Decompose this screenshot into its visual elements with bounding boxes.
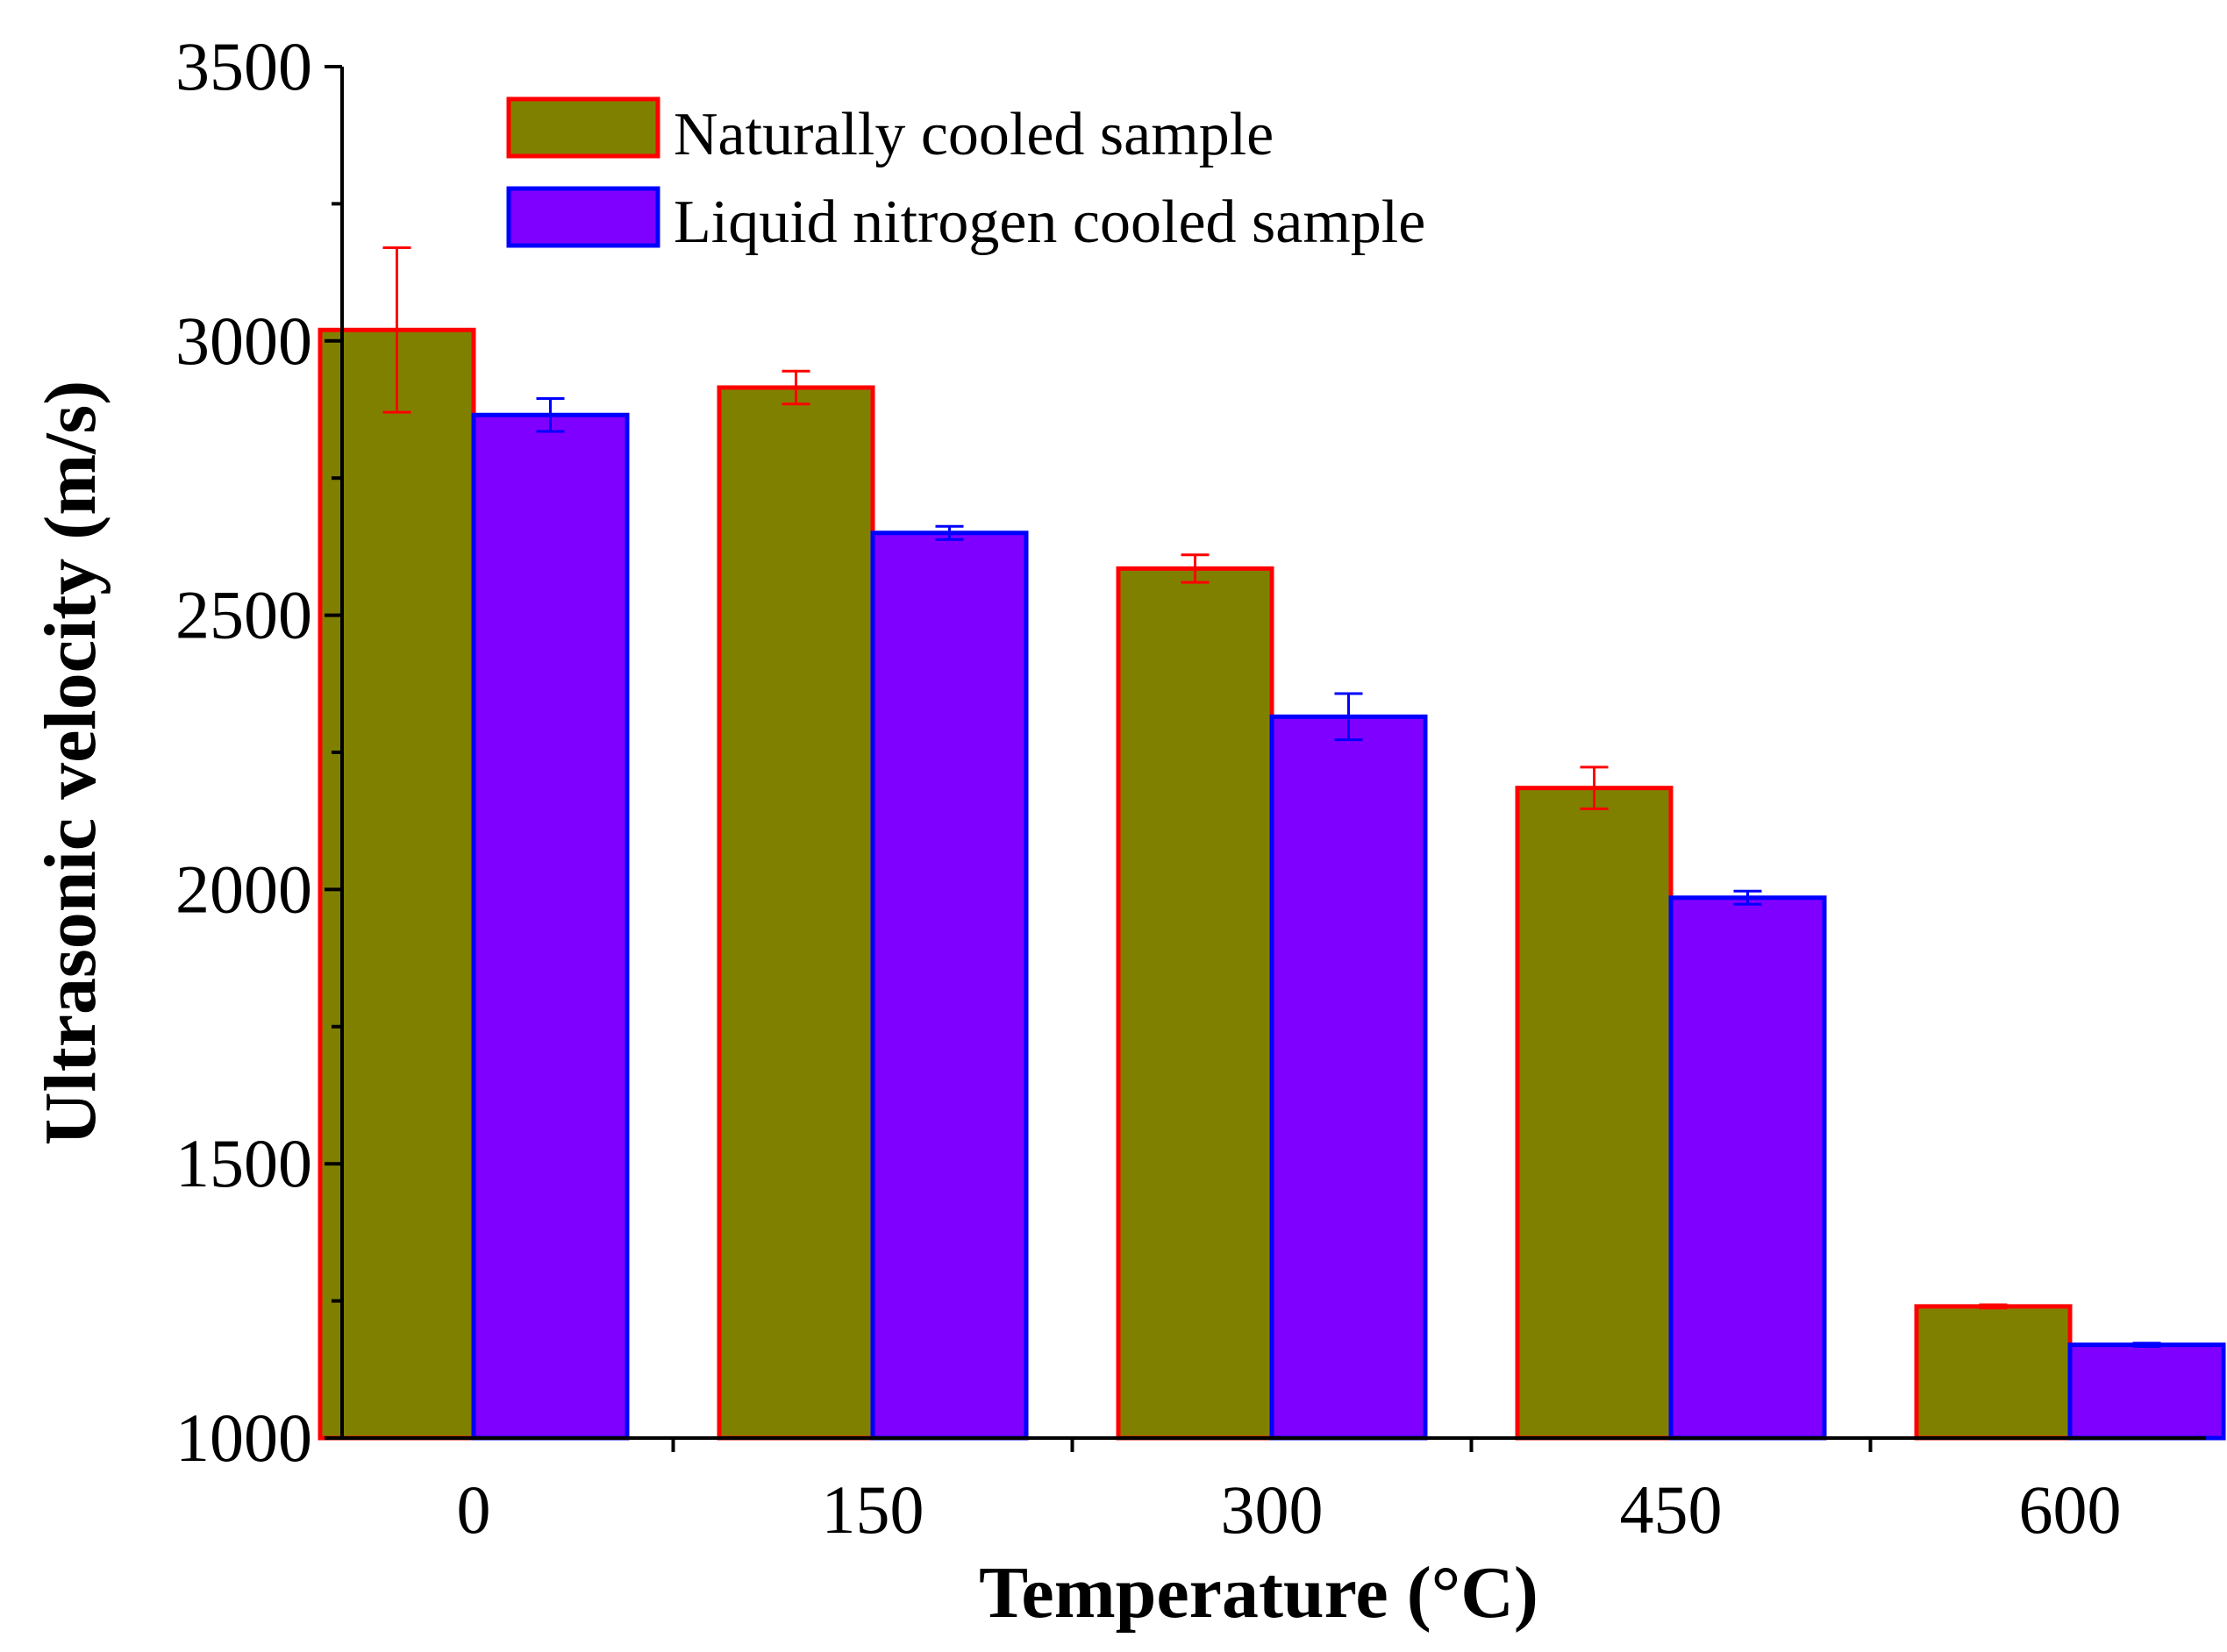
y-tick-label: 1000 [175,1399,312,1476]
bar-liquid-nitrogen-cooled-450 [1668,895,1827,1441]
error-bar-naturally-cooled-0 [382,246,411,414]
y-tick-label: 3500 [175,28,312,104]
legend-swatch-naturally-cooled [506,96,660,159]
x-tick-label: 0 [457,1471,491,1548]
y-axis-title: Ultrasonic velocity (m/s) [30,381,111,1145]
error-bar-liquid-nitrogen-cooled-0 [536,396,565,433]
legend-swatch-liquid-nitrogen-cooled [506,186,660,248]
bar-naturally-cooled-600 [1914,1304,2073,1441]
error-bar-naturally-cooled-300 [1181,553,1210,584]
bar-liquid-nitrogen-cooled-0 [471,412,630,1441]
bars-layer [318,246,2226,1441]
bar-naturally-cooled-450 [1515,786,1674,1441]
legend-label-liquid-nitrogen-cooled: Liquid nitrogen cooled sample [674,189,1425,256]
bar-naturally-cooled-300 [1116,566,1274,1441]
legend-label-naturally-cooled: Naturally cooled sample [674,101,1274,168]
y-tick-label: 1500 [175,1125,312,1201]
legend: Naturally cooled sample Liquid nitrogen … [506,96,1425,256]
error-bar-naturally-cooled-450 [1580,765,1609,810]
bar-liquid-nitrogen-cooled-600 [2067,1342,2226,1441]
bar-liquid-nitrogen-cooled-150 [870,530,1029,1441]
y-tick-label: 2000 [175,851,312,927]
x-axis-title: Temperature (°C) [979,1552,1538,1634]
error-bar-liquid-nitrogen-cooled-450 [1733,889,1762,906]
x-tick-label: 150 [822,1471,924,1548]
y-tick-label: 2500 [175,577,312,653]
error-bar-naturally-cooled-600 [1979,1303,2008,1310]
ticks-layer: 1000 1500 2000 2500 3000 3500 0 150 300 450 600 [175,28,2122,1548]
error-bar-liquid-nitrogen-cooled-300 [1334,692,1363,742]
x-tick-label: 300 [1221,1471,1324,1548]
error-bar-naturally-cooled-150 [782,369,810,406]
bar-naturally-cooled-0 [318,327,476,1441]
x-tick-label: 600 [2019,1471,2122,1548]
y-tick-label: 3000 [175,303,312,379]
error-bar-liquid-nitrogen-cooled-150 [935,524,964,541]
error-bar-liquid-nitrogen-cooled-600 [2132,1342,2161,1349]
x-tick-label: 450 [1620,1471,1723,1548]
bar-liquid-nitrogen-cooled-300 [1269,714,1428,1441]
bar-naturally-cooled-150 [717,385,875,1441]
